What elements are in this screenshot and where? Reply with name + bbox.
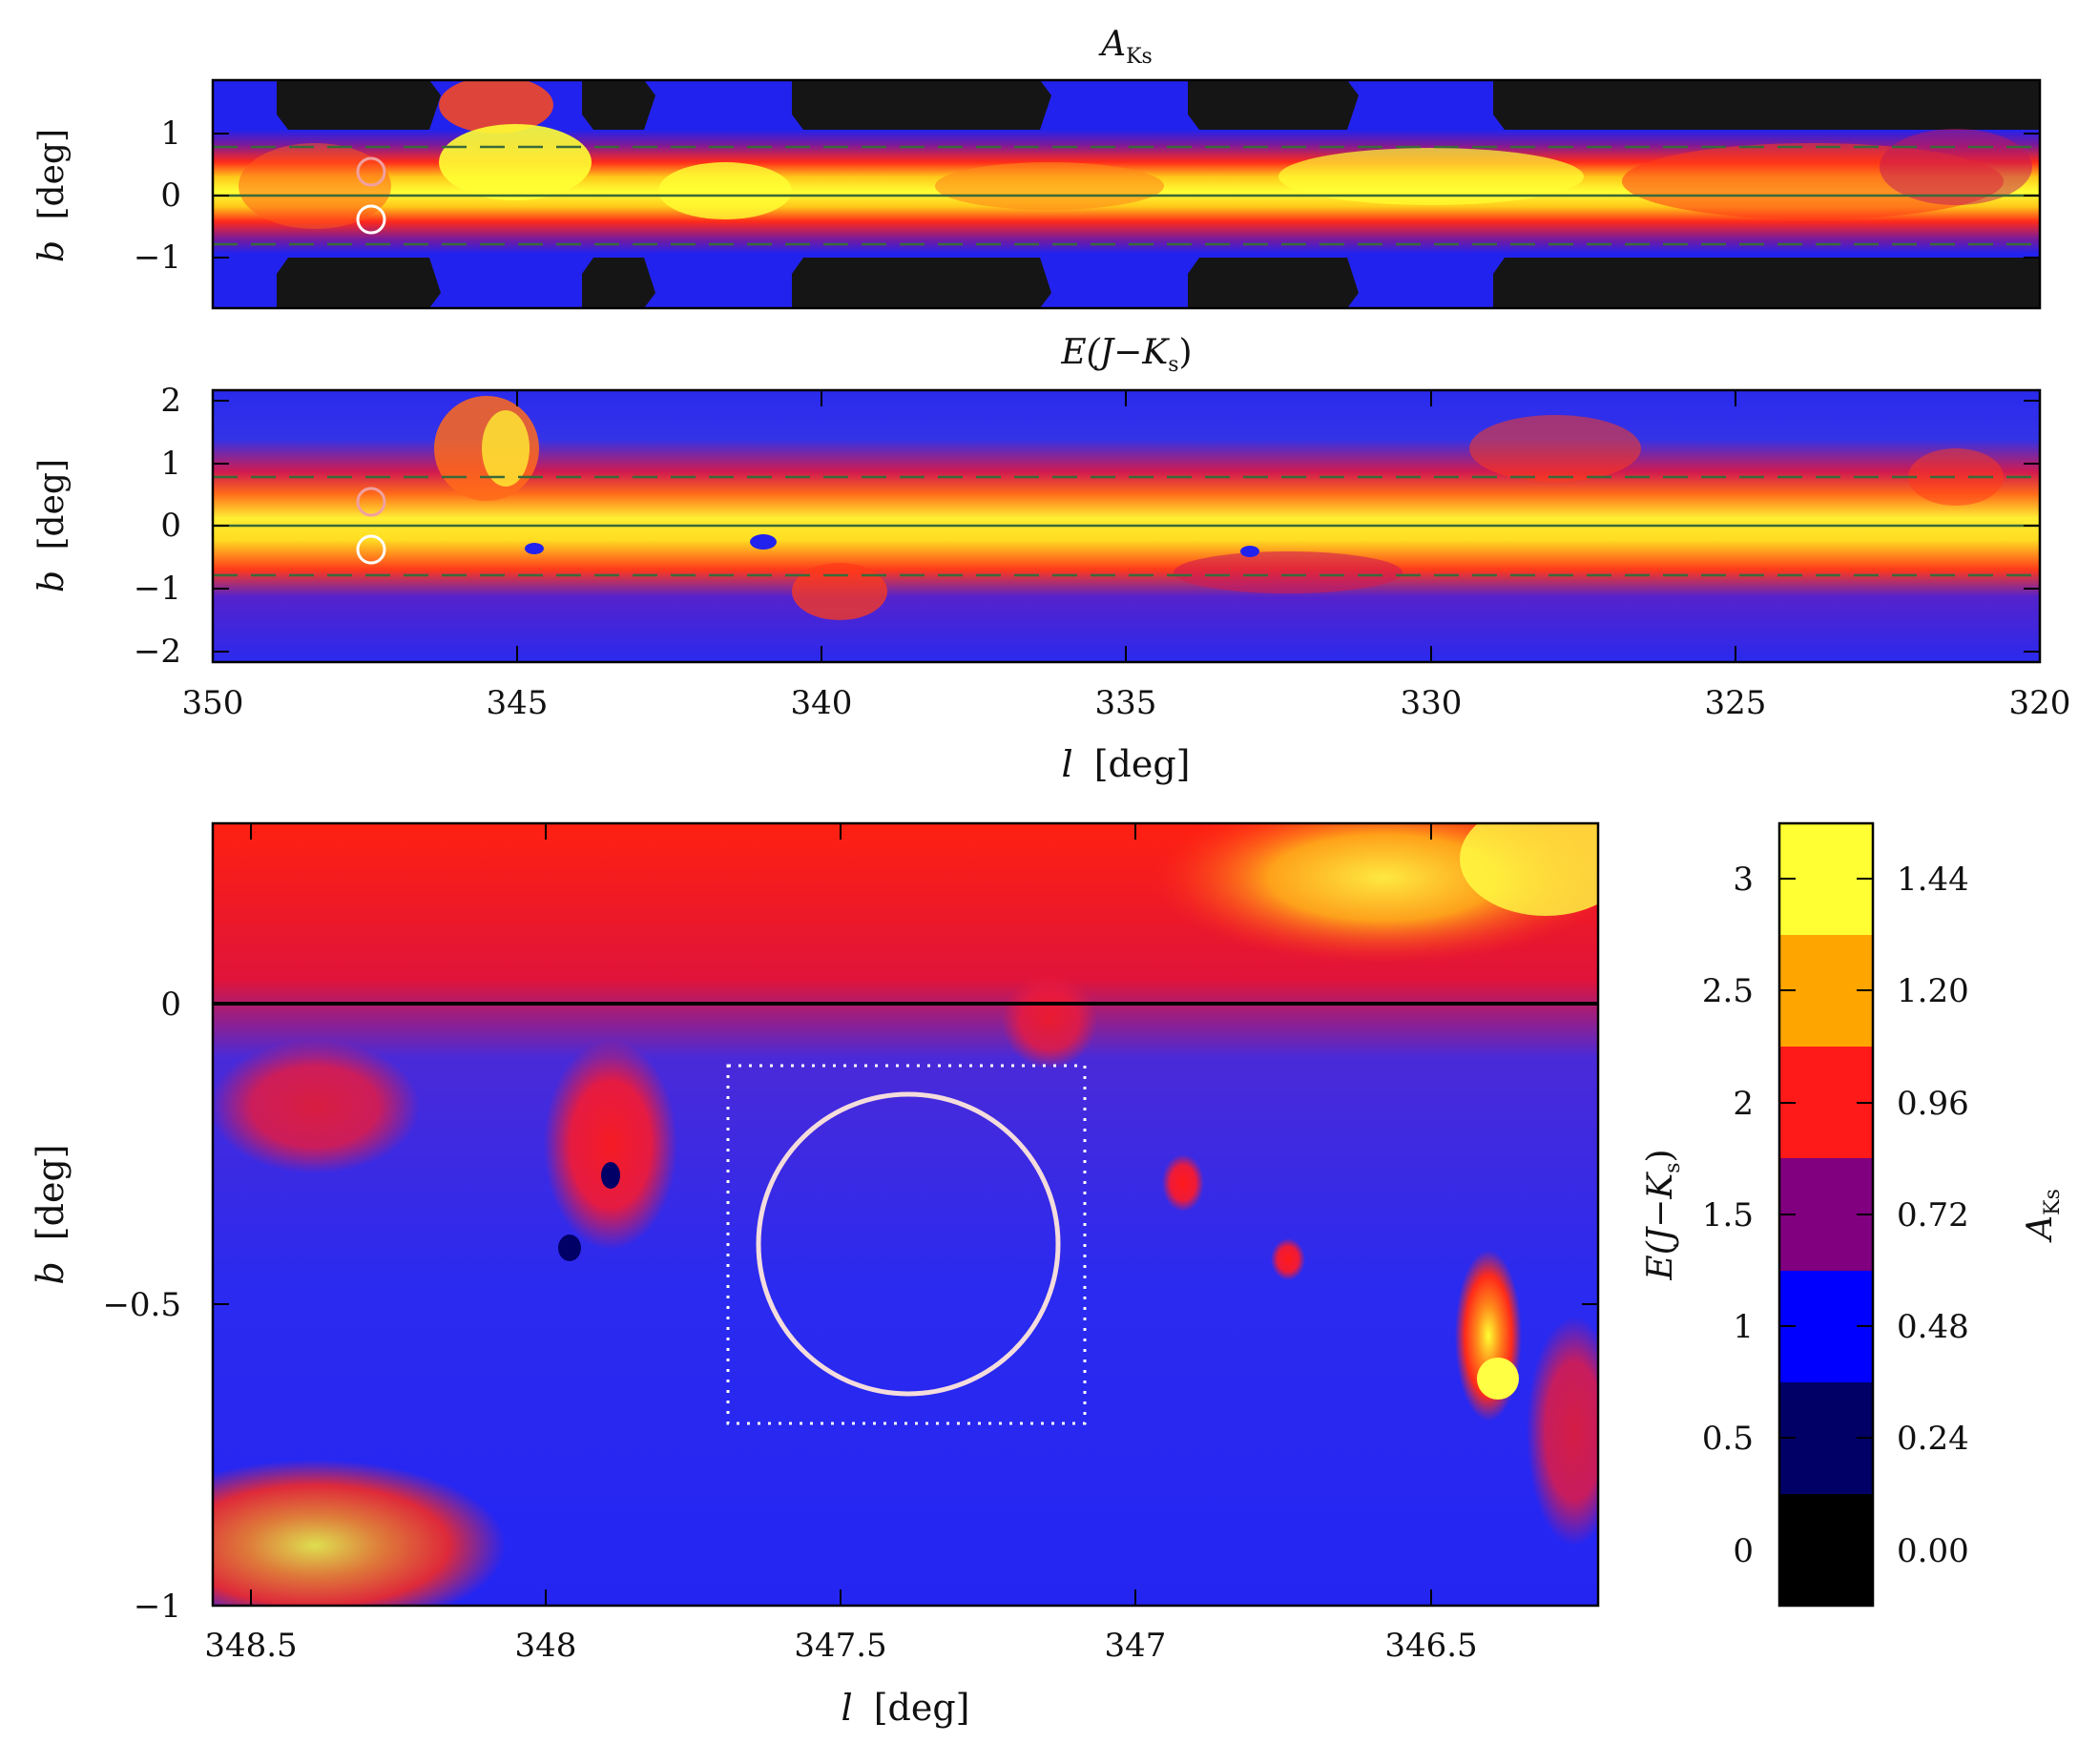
- colorbar-left-label: 0.5: [1702, 1420, 1754, 1458]
- bottom-panel-map: [213, 823, 1598, 1606]
- top-marker-upper: [356, 156, 386, 187]
- bottom-xtick-label: 348: [515, 1627, 577, 1665]
- middle-title: E(J−Ks): [1060, 333, 1192, 377]
- middle-xtick-label: 340: [791, 684, 853, 722]
- bottom-y-ticks: [213, 1003, 1598, 1607]
- top-panel-map: [213, 80, 2040, 308]
- bottom-ytick-label: −1: [134, 1588, 181, 1626]
- colorbar-ticks: [1779, 878, 1873, 1551]
- middle-ytick-label: 0: [160, 507, 181, 545]
- middle-xtick-label: 345: [487, 684, 549, 722]
- middle-ylabel: b [deg]: [32, 459, 72, 592]
- top-y-ticks: [213, 133, 2040, 259]
- colorbar-left-label: 3: [1733, 861, 1754, 899]
- colorbar-right-label: 1.20: [1897, 972, 1969, 1010]
- bottom-xlabel: l [deg]: [841, 1687, 969, 1729]
- bottom-dust-structure: [213, 823, 1598, 1606]
- middle-ytick-label: −2: [134, 633, 181, 671]
- top-no-data-regions: [277, 80, 2040, 308]
- middle-xtick-label: 320: [2009, 684, 2071, 722]
- middle-xlabel: l [deg]: [1061, 743, 1190, 785]
- bottom-xtick-label: 346.5: [1384, 1627, 1477, 1665]
- middle-xtick-label: 325: [1705, 684, 1767, 722]
- middle-xtick-label: 335: [1095, 684, 1157, 722]
- colorbar-right-label: 0.24: [1897, 1420, 1969, 1458]
- colorbar: 3 2.5 2 1.5 1 0.5 0 1.44 1.20 0.96 0.72 …: [1641, 821, 2065, 1608]
- colorbar-left-title: E(J−Ks): [1641, 1149, 1685, 1280]
- bottom-xtick-label: 348.5: [204, 1627, 297, 1665]
- bottom-xtick-label: 347.5: [794, 1627, 886, 1665]
- bottom-ytick-label: −0.5: [102, 1286, 181, 1324]
- middle-ytick-label: −1: [134, 570, 181, 608]
- bottom-xtick-label: 347: [1105, 1627, 1167, 1665]
- bottom-ytick-label: 0: [160, 986, 181, 1024]
- middle-xtick-label: 350: [182, 684, 244, 722]
- middle-panel-map: [213, 390, 2040, 662]
- colorbar-right-label: 0.72: [1897, 1196, 1969, 1235]
- middle-ytick-label: 1: [160, 445, 181, 483]
- middle-x-ticks: [212, 390, 2041, 662]
- colorbar-right-label: 0.00: [1897, 1532, 1969, 1570]
- bottom-circle: [756, 1091, 1061, 1397]
- top-ytick-label: 0: [160, 176, 181, 215]
- top-panel: 1 0 −1 b [deg] AKs: [32, 25, 2042, 310]
- colorbar-left-label: 1.5: [1702, 1196, 1754, 1235]
- bottom-ylabel: b [deg]: [30, 1144, 72, 1284]
- middle-panel: 2 1 0 −1 −2 350 345 340 335 330 325 320 …: [32, 333, 2070, 785]
- colorbar-right-label: 0.96: [1897, 1085, 1969, 1123]
- colorbar-left-label: 1: [1733, 1308, 1754, 1346]
- colorbar-left-label: 2.5: [1702, 972, 1754, 1010]
- top-ylabel: b [deg]: [32, 129, 72, 262]
- middle-marker-lower: [356, 534, 386, 565]
- colorbar-right-label: 0.48: [1897, 1308, 1969, 1346]
- middle-ytick-label: 2: [160, 382, 181, 420]
- colorbar-left-label: 2: [1733, 1085, 1754, 1123]
- middle-marker-upper: [356, 487, 386, 517]
- top-ytick-label: 1: [160, 114, 181, 153]
- bottom-x-ticks: [250, 823, 1432, 1606]
- colorbar-right-label: 1.44: [1897, 861, 1969, 899]
- bottom-dotted-box: [726, 1064, 1087, 1425]
- colorbar-left-label: 0: [1733, 1532, 1754, 1570]
- top-dust-structure: [239, 80, 2032, 229]
- top-title: AKs: [1098, 25, 1153, 69]
- top-ytick-label: −1: [134, 239, 181, 277]
- top-marker-lower: [356, 204, 386, 235]
- middle-xtick-label: 330: [1401, 684, 1463, 722]
- middle-dust-structure: [434, 396, 2004, 620]
- colorbar-right-title: AKs: [2021, 1189, 2065, 1243]
- bottom-panel: 0 −0.5 −1 348.5 348 347.5 347 346.5 l [d…: [30, 821, 1600, 1729]
- middle-y-ticks: [213, 400, 2040, 653]
